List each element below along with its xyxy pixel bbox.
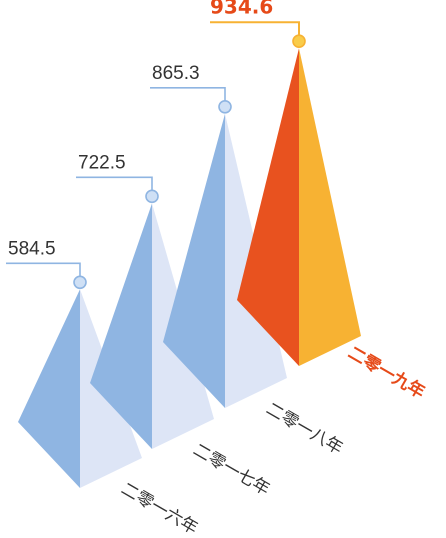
pyramid-right-face <box>299 48 361 367</box>
apex-dot <box>218 99 232 114</box>
pyramid-left-face <box>18 289 80 488</box>
apex-dot <box>145 189 159 204</box>
pyramid-left-face <box>90 203 152 449</box>
leader-line <box>150 86 226 102</box>
category-label: 二零一八年 <box>263 399 347 459</box>
value-label: 934.6 <box>210 0 273 18</box>
apex-dot <box>73 275 87 290</box>
category-label: 二零一六年 <box>118 479 202 538</box>
pyramid-group: 584.5 二零一六年 722.5 二零一七年 865.3 二零一八年 934.6 二零一九年 <box>6 0 429 538</box>
value-label: 584.5 <box>8 238 56 259</box>
pyramid-left-face <box>237 48 299 367</box>
leader-line <box>210 21 300 37</box>
category-label: 二零一七年 <box>190 440 274 500</box>
value-label: 722.5 <box>78 152 126 173</box>
apex-dot <box>292 34 306 49</box>
value-label: 865.3 <box>152 63 200 84</box>
category-label: 二零一九年 <box>345 342 429 403</box>
pyramid-left-face <box>163 113 225 408</box>
leader-line <box>6 262 81 278</box>
leader-line <box>76 176 153 192</box>
